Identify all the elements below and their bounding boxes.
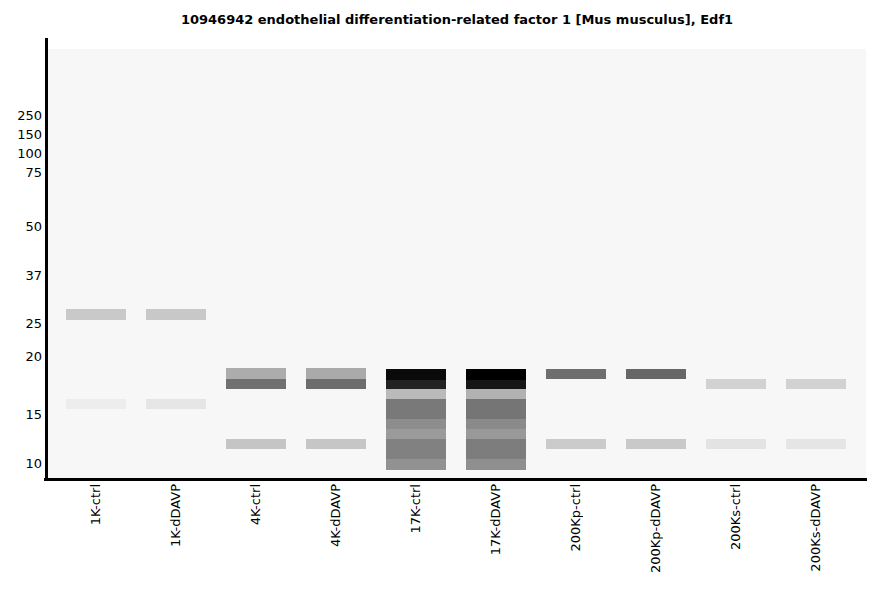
lane-label: 1K-dDAVP (169, 484, 183, 547)
gel-band (386, 389, 446, 399)
y-tick-label: 15 (0, 408, 42, 422)
gel-band (546, 439, 606, 449)
gel-band (386, 439, 446, 459)
lane-label: 200Kp-dDAVP (649, 484, 663, 573)
lane-label: 200Ks-dDAVP (809, 484, 823, 572)
gel-band (786, 439, 846, 449)
gel-band (226, 439, 286, 449)
y-tick-label: 150 (0, 128, 42, 142)
gel-band (546, 369, 606, 379)
gel-area (48, 49, 866, 478)
gel-band (66, 309, 126, 320)
gel-band (466, 439, 526, 459)
gel-band (386, 419, 446, 429)
gel-band (66, 399, 126, 409)
gel-band (466, 399, 526, 419)
blot-figure: 10946942 endothelial differentiation-rel… (0, 0, 886, 595)
y-tick-label: 20 (0, 350, 42, 364)
y-tick-label: 250 (0, 109, 42, 123)
y-tick-label: 100 (0, 147, 42, 161)
y-tick-label: 37 (0, 269, 42, 283)
gel-band (386, 380, 446, 389)
lane-label: 4K-dDAVP (329, 484, 343, 547)
lane-label: 17K-ctrl (409, 484, 423, 534)
y-tick-label: 10 (0, 457, 42, 471)
gel-band (386, 459, 446, 470)
lane-label: 1K-ctrl (89, 484, 103, 525)
gel-band (466, 429, 526, 439)
gel-band (386, 429, 446, 439)
gel-band (626, 439, 686, 449)
gel-band (466, 389, 526, 399)
gel-band (146, 309, 206, 320)
gel-band (626, 369, 686, 379)
lane-label: 200Kp-ctrl (569, 484, 583, 551)
y-tick-label: 25 (0, 317, 42, 331)
chart-title: 10946942 endothelial differentiation-rel… (48, 12, 866, 27)
gel-band (466, 419, 526, 429)
gel-band (466, 369, 526, 380)
gel-band (306, 379, 366, 389)
gel-band (786, 379, 846, 389)
gel-band (466, 459, 526, 470)
gel-band (226, 368, 286, 379)
gel-band (386, 369, 446, 380)
gel-band (706, 439, 766, 449)
y-tick-label: 75 (0, 166, 42, 180)
gel-band (706, 379, 766, 389)
gel-band (146, 399, 206, 409)
lane-label: 17K-dDAVP (489, 484, 503, 555)
gel-band (226, 379, 286, 389)
gel-band (306, 368, 366, 379)
lane-label: 200Ks-ctrl (729, 484, 743, 550)
y-tick-label: 50 (0, 220, 42, 234)
gel-band (466, 380, 526, 389)
x-axis-line (44, 478, 867, 481)
gel-band (306, 439, 366, 449)
gel-band (386, 399, 446, 419)
lane-label: 4K-ctrl (249, 484, 263, 525)
